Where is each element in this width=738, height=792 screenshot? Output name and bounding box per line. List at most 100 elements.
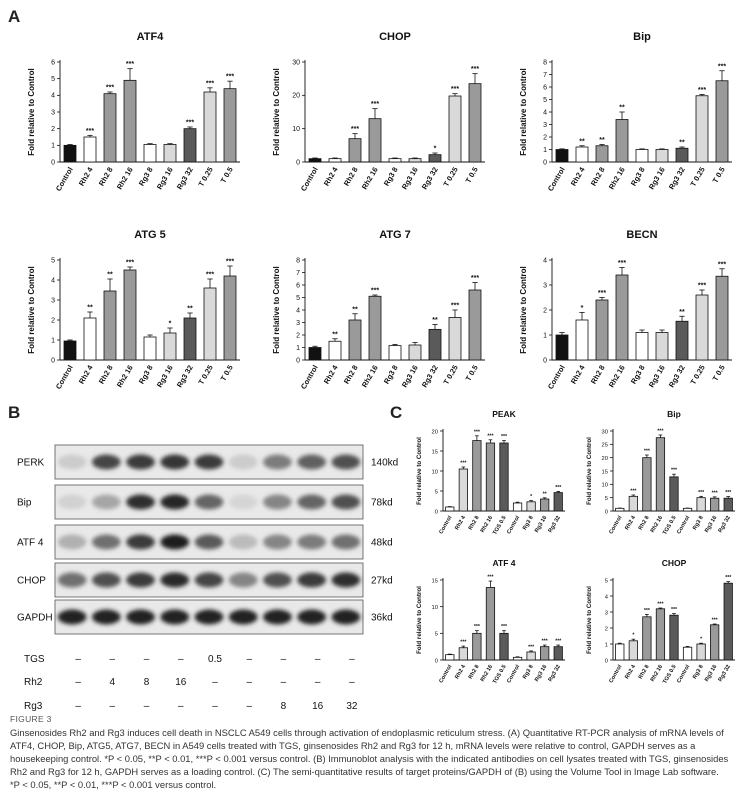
bar-chart-a-1: CHOP Fold relative to Control 0 10 20 30 Contr…: [272, 31, 485, 193]
x-category-label: Rh2 8: [97, 364, 115, 386]
panel-letter-c: C: [390, 403, 402, 422]
blot-band: [297, 454, 327, 470]
bar: [682, 646, 693, 661]
x-category-label: Rh2 16: [115, 166, 135, 192]
y-tick-label: 30: [602, 429, 608, 435]
significance-label: ***: [542, 639, 549, 645]
blot-band: [263, 572, 292, 588]
x-category-label: Control: [299, 364, 320, 391]
x-category-label: Rh2 8: [97, 166, 115, 188]
x-category-label: Rh2 4: [569, 363, 587, 386]
blot-antibody-label: GAPDH: [17, 613, 53, 624]
blot-antibody-label: PERK: [17, 458, 45, 469]
treatment-value: –: [75, 654, 81, 665]
blot-band: [228, 454, 258, 470]
significance-label: *: [530, 494, 533, 500]
x-category-label: Control: [506, 515, 521, 536]
bar: [123, 269, 137, 361]
blot-antibody-label: Bip: [17, 498, 32, 509]
significance-label: ***: [671, 607, 678, 613]
blot-band: [91, 454, 121, 470]
blot-band: [194, 534, 224, 550]
caption-text: Ginsenosides Rh2 and Rg3 induces cell de…: [10, 727, 729, 790]
x-category-label: T 0.25: [688, 166, 706, 189]
treatment-row-rh2: Rh2 – 4 8 16 – – – – –: [24, 677, 355, 688]
bar: [63, 340, 77, 361]
bar-chart-c-0: PEAK Fold relative to Control 0 5 10 15 20 Cont…: [416, 409, 565, 536]
significance-label: ***: [698, 490, 705, 496]
y-tick-label: 4: [51, 93, 55, 100]
blot-band: [297, 609, 327, 625]
y-tick-label: 5: [605, 496, 608, 502]
significance-label: ***: [460, 640, 467, 646]
bar: [348, 319, 362, 361]
bar: [468, 289, 482, 361]
treatment-value: –: [315, 677, 321, 688]
blot-band: [194, 454, 224, 470]
bar: [512, 502, 523, 512]
chart-title: ATG 5: [134, 229, 166, 241]
x-category-label: Rh2 16: [115, 364, 135, 390]
y-tick-label: 6: [543, 84, 547, 91]
blot-band: [160, 609, 190, 625]
panel-letter-b: B: [8, 403, 20, 422]
blot-band: [160, 534, 190, 550]
chart-title: BECN: [626, 229, 657, 241]
y-tick-label: 1: [51, 143, 55, 150]
x-category-label: Rg3 8: [629, 166, 647, 188]
bar: [655, 149, 669, 163]
y-tick-label: 20: [292, 93, 300, 100]
blot-row-perk: PERK 140kd: [17, 444, 398, 480]
bar: [512, 656, 523, 661]
x-category-label: Rh2 16: [650, 664, 664, 683]
treatment-value: 16: [175, 677, 187, 688]
x-category-label: Rg3 8: [692, 664, 705, 680]
significance-label: ***: [718, 63, 726, 70]
x-category-label: Rh2 8: [638, 515, 651, 531]
blot-band: [57, 572, 87, 588]
treatment-value: –: [246, 677, 252, 688]
significance-label: *: [700, 637, 703, 643]
treatment-value: –: [212, 677, 218, 688]
significance-label: ***: [698, 87, 706, 94]
significance-label: ***: [630, 489, 637, 495]
x-category-label: Rg3 32: [667, 364, 687, 390]
y-tick-label: 20: [602, 456, 608, 462]
significance-label: *: [434, 146, 437, 153]
bar: [223, 88, 237, 163]
x-category-label: T 0.5: [464, 166, 480, 185]
significance-label: **: [679, 140, 685, 147]
bar: [615, 119, 629, 163]
blot-band: [263, 454, 292, 470]
significance-label: ***: [725, 490, 732, 496]
y-tick-label: 4: [51, 277, 55, 284]
treatment-value: –: [110, 654, 116, 665]
treatment-value: –: [110, 701, 116, 712]
blot-band: [126, 572, 155, 588]
significance-label: ***: [451, 303, 459, 310]
x-category-label: Rg3 16: [704, 664, 718, 683]
y-tick-label: 3: [543, 282, 547, 289]
x-category-label: Rg3 16: [647, 166, 667, 192]
significance-label: ***: [126, 61, 134, 68]
treatment-label: Rh2: [24, 677, 43, 688]
x-category-label: T 0.5: [464, 364, 480, 383]
bar: [388, 158, 402, 163]
bar: [628, 640, 638, 661]
significance-label: ***: [501, 624, 508, 630]
bar: [553, 646, 563, 661]
chart-title: ATG 7: [379, 229, 411, 241]
treatment-value: –: [178, 654, 184, 665]
significance-label: ***: [471, 66, 479, 73]
blot-band: [297, 572, 327, 588]
bar: [695, 294, 709, 361]
treatment-value: –: [349, 654, 355, 665]
blot-band: [228, 609, 258, 625]
blot-band: [297, 534, 327, 550]
blot-band: [126, 609, 155, 625]
blot-band: [228, 494, 258, 510]
significance-label: ***: [371, 288, 379, 295]
y-tick-label: 15: [602, 469, 608, 475]
bar: [575, 146, 589, 163]
